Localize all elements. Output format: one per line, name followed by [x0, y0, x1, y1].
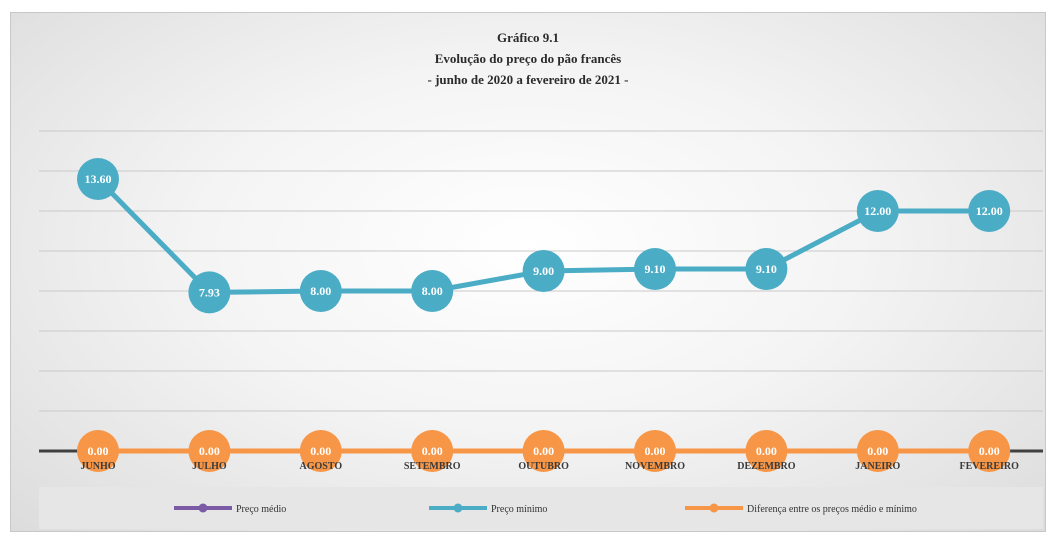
- legend-entry: Preço médio: [236, 504, 286, 515]
- data-label: 8.00: [310, 284, 331, 298]
- category-label: JULHO: [192, 461, 227, 472]
- data-point: [411, 430, 454, 472]
- chart-frame: Gráfico 9.1 Evolução do preço do pão fra…: [10, 12, 1046, 532]
- chart-title-line-2: Evolução do preço do pão francês: [435, 51, 621, 66]
- data-point: [188, 271, 231, 314]
- data-point: [856, 190, 899, 232]
- data-label: 0.00: [645, 444, 666, 458]
- data-point: [299, 430, 342, 472]
- data-point: [411, 270, 454, 312]
- data-label: 13.60: [85, 172, 112, 186]
- data-point: [745, 430, 788, 472]
- data-point: [745, 248, 788, 290]
- category-label: JUNHO: [81, 461, 116, 472]
- data-label: 0.00: [88, 444, 109, 458]
- data-point: [77, 158, 119, 200]
- data-label: 9.10: [756, 262, 777, 276]
- data-point: [522, 430, 565, 472]
- legend-entry: Preço mínimo: [491, 504, 547, 515]
- data-label: 8.00: [422, 284, 443, 298]
- data-label: 0.00: [533, 444, 554, 458]
- category-label: OUTUBRO: [518, 461, 569, 472]
- line-chart: Gráfico 9.1 Evolução do preço do pão fra…: [39, 30, 1043, 529]
- data-label: 0.00: [979, 444, 1000, 458]
- legend-swatch-marker: [198, 503, 208, 513]
- data-label: 0.00: [310, 444, 331, 458]
- data-label: 0.00: [422, 444, 443, 458]
- category-label: AGOSTO: [299, 461, 342, 472]
- data-label: 9.10: [645, 262, 666, 276]
- data-label: 0.00: [867, 444, 888, 458]
- data-point: [522, 250, 565, 292]
- series-area: 0.00 0.00 0.00 0.00 0.00 0.00 0.00 0.00 0.00 13.6…: [77, 158, 1011, 472]
- data-label: 9.00: [533, 264, 554, 278]
- data-point: [634, 430, 676, 472]
- chart-title-line-3: - junho de 2020 a fevereiro de 2021 -: [428, 72, 629, 87]
- data-point: [856, 430, 899, 472]
- data-point: [634, 248, 676, 290]
- legend: Preço médio Preço mínimo Diferença entre o…: [174, 503, 917, 515]
- category-labels: JUNHO JULHO AGOSTO SETEMBRO OUTUBRO NOVEMBRO D…: [81, 461, 1020, 472]
- legend-swatch-marker: [453, 503, 463, 513]
- category-label: FEVEREIRO: [959, 461, 1019, 472]
- chart-title-line-1: Gráfico 9.1: [497, 30, 559, 45]
- chart-title: Gráfico 9.1 Evolução do preço do pão fra…: [428, 30, 629, 87]
- category-label: SETEMBRO: [404, 461, 461, 472]
- data-label: 0.00: [756, 444, 777, 458]
- legend-entry: Diferença entre os preços médio e mínimo: [747, 504, 917, 515]
- data-label: 12.00: [864, 204, 891, 218]
- data-point: [299, 270, 342, 312]
- data-label: 0.00: [199, 444, 220, 458]
- legend-swatch-marker: [709, 503, 719, 513]
- category-label: NOVEMBRO: [625, 461, 685, 472]
- data-point: [968, 430, 1011, 472]
- category-label: JANEIRO: [855, 461, 900, 472]
- category-label: DEZEMBRO: [737, 461, 796, 472]
- data-label: 12.00: [976, 204, 1003, 218]
- data-label: 7.93: [199, 285, 220, 299]
- data-point: [77, 430, 119, 472]
- data-point: [968, 190, 1011, 232]
- data-point: [188, 430, 231, 472]
